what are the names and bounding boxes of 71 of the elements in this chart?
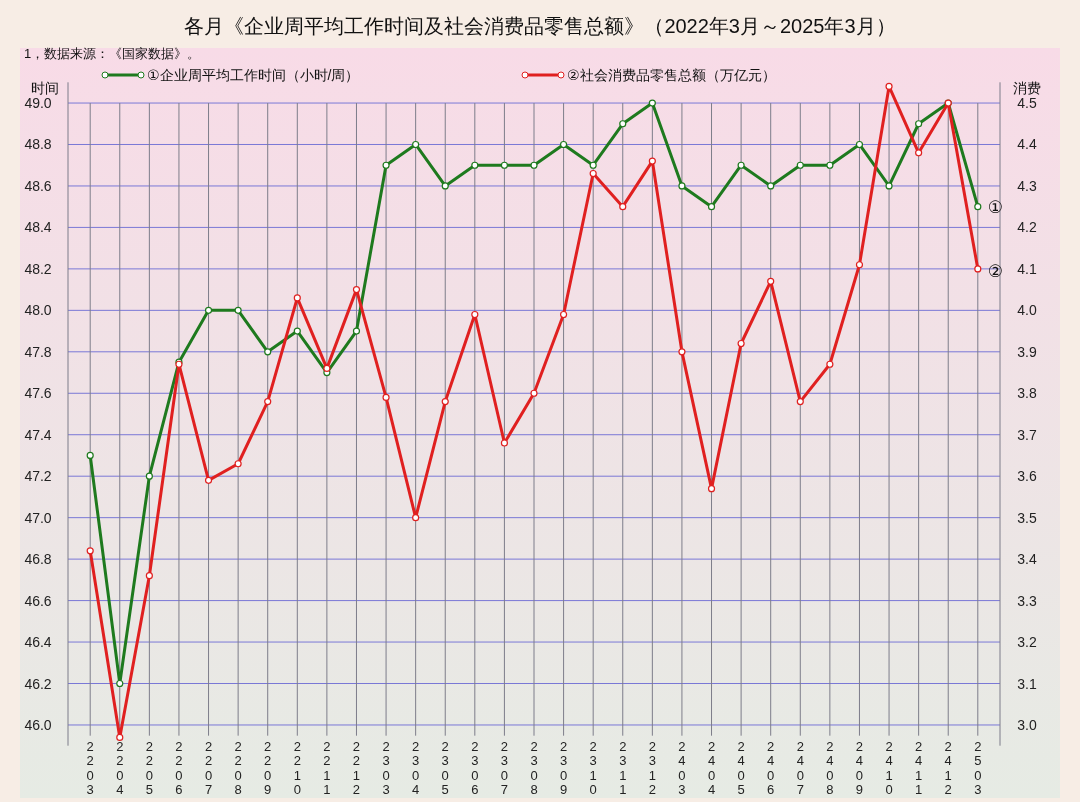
x-tick-label: 2309: [559, 739, 568, 797]
x-tick-label: 2408: [826, 739, 834, 797]
y-tick-label: 48.2: [24, 260, 52, 277]
y2-tick-label: 4.5: [1017, 95, 1037, 112]
y2-tick-label: 3.6: [1017, 468, 1037, 485]
x-tick-label: 2303: [382, 739, 390, 797]
y2-tick-label: 4.3: [1017, 177, 1037, 194]
x-tick-label: 2307: [500, 739, 509, 797]
x-tick-label: 2412: [944, 739, 952, 797]
x-tick-label: 2209: [264, 739, 272, 797]
x-tick-label: 2407: [796, 739, 804, 797]
y-tick-label: 48.4: [24, 219, 52, 236]
x-tick-label: 2204: [116, 739, 124, 797]
x-tick-label: 2308: [530, 739, 538, 797]
text: 1，数据来源：《国家数据》。: [24, 46, 201, 61]
x-tick-label: 2311: [619, 739, 627, 797]
y2-tick-label: 3.4: [1017, 551, 1037, 568]
y-tick-label: 48.8: [24, 136, 52, 153]
y-tick-label: 47.0: [24, 509, 52, 526]
x-tick-label: 2404: [707, 739, 716, 797]
chart-title: 各月《企业周平均工作时间及社会消费品零售总额》（2022年3月～2025年3月）: [184, 15, 896, 37]
x-tick-label: 2212: [352, 739, 361, 797]
y-tick-label: 46.8: [24, 551, 52, 568]
x-tick-label: 2306: [471, 739, 479, 797]
x-tick-label: 2406: [767, 739, 775, 797]
x-tick-label: 2304: [412, 739, 420, 797]
x-tick-label: 2312: [648, 739, 656, 797]
x-tick-label: 2211: [323, 739, 331, 797]
y2-tick-label: 3.8: [1017, 385, 1037, 402]
y-tick-label: 46.6: [24, 592, 52, 609]
y-tick-label: 47.2: [24, 468, 52, 485]
y2-tick-label: 4.0: [1017, 302, 1037, 319]
x-tick-label: 2203: [86, 739, 94, 797]
y2-tick-label: 3.1: [1017, 675, 1037, 692]
y2-tick-label: 3.2: [1017, 634, 1037, 651]
x-tick-label: 2403: [678, 739, 686, 797]
y2-tick-label: 4.2: [1017, 219, 1037, 236]
annotation: ②: [987, 261, 1004, 281]
x-tick-label: 2405: [737, 739, 745, 797]
x-tick-label: 2410: [885, 739, 893, 797]
y2-axis-title: 消费: [1013, 80, 1041, 96]
y-tick-label: 47.6: [24, 385, 52, 402]
y-tick-label: 46.2: [24, 675, 52, 692]
y2-tick-label: 4.4: [1017, 136, 1037, 153]
x-tick-label: 2206: [175, 739, 183, 797]
y2-tick-label: 3.0: [1017, 716, 1037, 733]
y-tick-label: 47.4: [24, 426, 52, 443]
y-tick-label: 48.6: [24, 177, 52, 194]
y2-tick-label: 3.5: [1017, 509, 1037, 526]
y-tick-label: 47.8: [24, 343, 52, 360]
y2-tick-label: 3.9: [1017, 343, 1037, 360]
y-tick-label: 46.0: [24, 716, 52, 733]
x-tick-label: 2503: [974, 739, 982, 797]
x-tick-label: 2409: [855, 739, 864, 797]
x-tick-label: 2208: [234, 739, 242, 797]
x-tick-label: 2210: [293, 739, 301, 797]
x-tick-label: 2411: [915, 739, 923, 797]
legend-label: ②社会消费品零售总额（万亿元）: [567, 67, 776, 83]
x-tick-label: 2205: [145, 739, 153, 797]
y-tick-label: 46.4: [24, 634, 52, 651]
x-tick-label: 2310: [589, 739, 597, 797]
y-axis-title: 时间: [31, 80, 59, 96]
x-tick-label: 2305: [441, 739, 449, 797]
y-tick-label: 49.0: [24, 95, 52, 112]
x-tick-label: 2207: [204, 739, 213, 797]
legend-label: ①企业周平均工作时间（小时/周）: [147, 67, 360, 83]
y2-tick-label: 3.3: [1017, 592, 1037, 609]
y2-tick-label: 3.7: [1017, 426, 1037, 443]
y2-tick-label: 4.1: [1017, 260, 1037, 277]
y-tick-label: 48.0: [24, 302, 52, 319]
annotation: ①: [987, 197, 1004, 217]
